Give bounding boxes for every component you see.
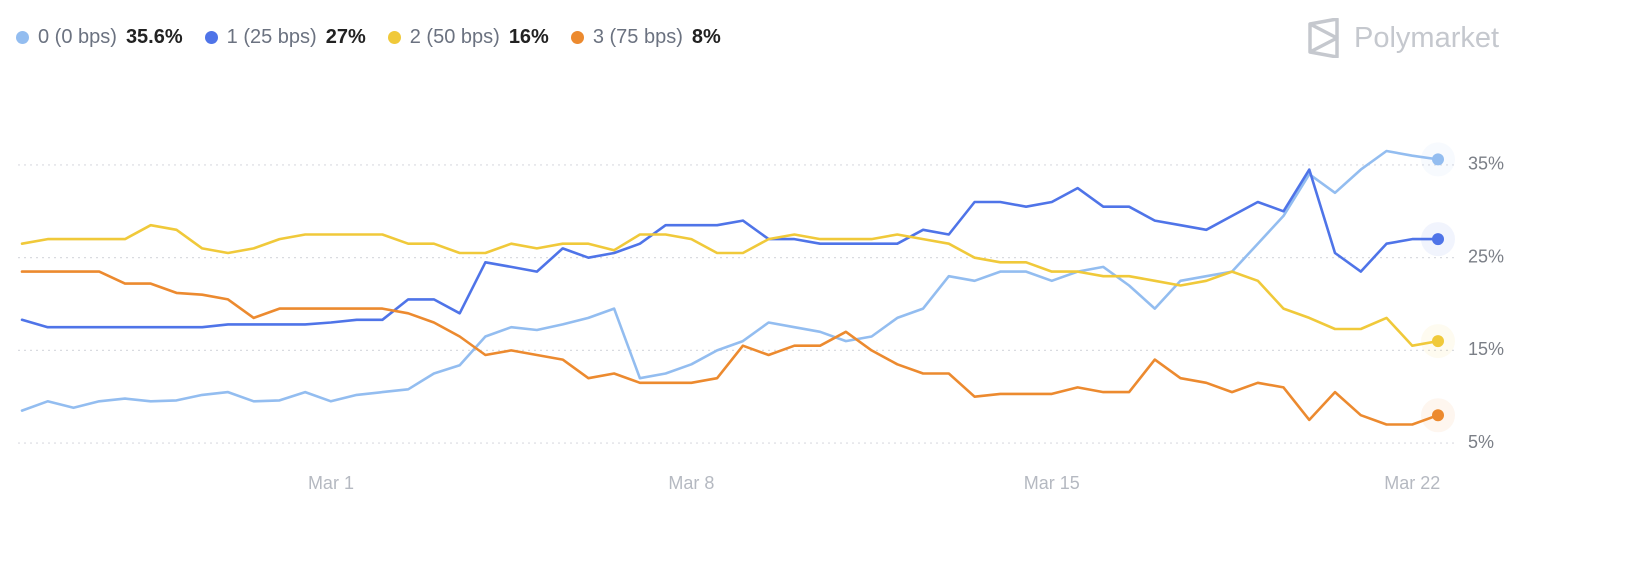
x-tick-label: Mar 1	[308, 473, 354, 493]
series-line	[20, 168, 1440, 329]
legend: 0 (0 bps) 35.6% 1 (25 bps) 27% 2 (50 bps) 16%…	[16, 26, 743, 49]
x-tick-label: Mar 15	[1024, 473, 1080, 493]
legend-name: 1 (25 bps)	[226, 26, 317, 48]
series-line	[20, 149, 1440, 412]
legend-item: 2 (50 bps) 16%	[387, 26, 549, 49]
legend-dot	[570, 31, 584, 44]
legend-dot	[204, 31, 218, 44]
x-tick-label: Mar 22	[1384, 473, 1440, 493]
series-line	[20, 223, 1440, 347]
legend-name: 3 (75 bps)	[592, 26, 683, 48]
brand: Polymarket	[1306, 18, 1499, 58]
end-dot	[1432, 233, 1444, 246]
legend-value: 27%	[325, 26, 366, 48]
y-tick-label: 15%	[1468, 339, 1504, 359]
x-tick-label: Mar 8	[668, 473, 714, 493]
legend-name: 0 (0 bps)	[38, 26, 117, 48]
y-tick-label: 35%	[1468, 154, 1504, 174]
brand-logo	[1308, 18, 1339, 58]
end-dot	[1432, 153, 1444, 166]
legend-value: 35.6%	[125, 26, 183, 48]
legend-dot	[16, 31, 29, 44]
legend-item: 3 (75 bps) 8%	[570, 26, 721, 49]
series-line	[20, 270, 1440, 426]
legend-value: 8%	[691, 26, 721, 48]
legend-item: 0 (0 bps) 35.6%	[16, 26, 183, 49]
legend-value: 16%	[508, 26, 549, 48]
legend-name: 2 (50 bps)	[409, 26, 500, 48]
y-tick-label: 25%	[1468, 246, 1504, 266]
legend-dot	[387, 31, 401, 44]
end-dot	[1432, 335, 1444, 348]
legend-item: 1 (25 bps) 27%	[204, 26, 366, 49]
brand-name: Polymarket	[1354, 21, 1500, 54]
y-tick-label: 5%	[1468, 432, 1494, 452]
end-dot	[1432, 409, 1444, 422]
